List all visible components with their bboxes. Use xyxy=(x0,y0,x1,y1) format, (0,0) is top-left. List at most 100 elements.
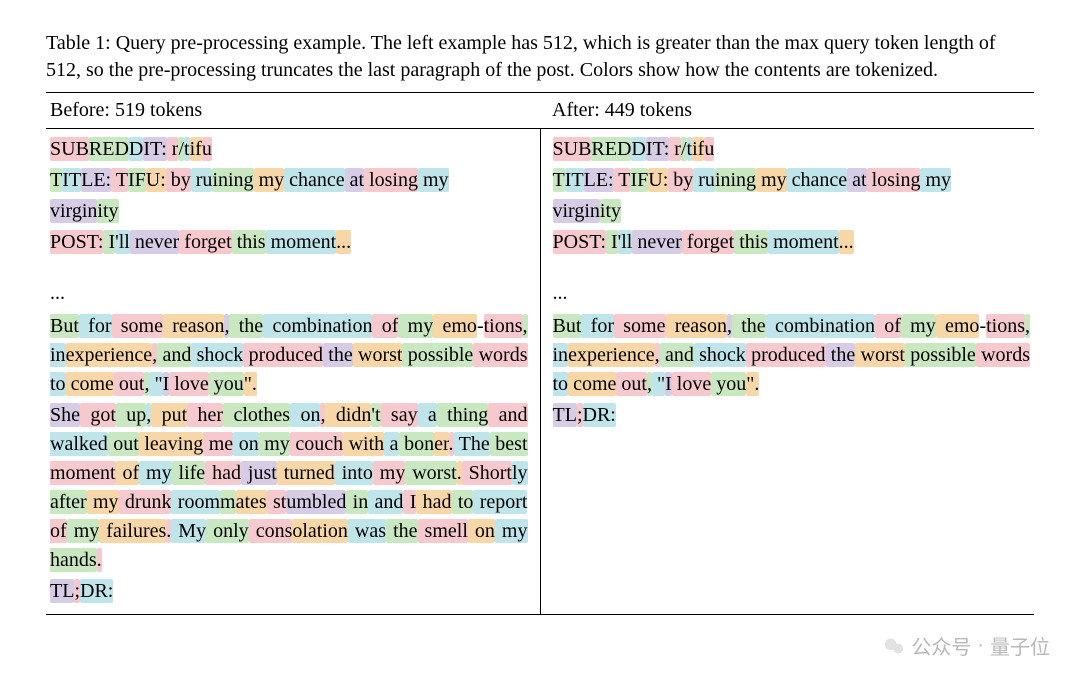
token: up xyxy=(116,403,146,427)
token: ining xyxy=(715,168,756,192)
token: virgin xyxy=(553,199,600,223)
token: a xyxy=(418,403,437,427)
token: of xyxy=(50,519,67,543)
token: r xyxy=(669,137,681,161)
token: possible xyxy=(402,343,473,367)
token: my xyxy=(920,168,951,192)
token: come xyxy=(568,372,616,396)
token: IT: xyxy=(646,137,669,161)
token: u xyxy=(202,137,212,161)
cell-before: SUBREDDIT: r/tifuTITLE: TIFU: by ruining… xyxy=(46,129,540,615)
token: my xyxy=(901,314,936,338)
token: me xyxy=(203,432,233,456)
token: best xyxy=(490,432,528,456)
token: virgin xyxy=(50,199,97,223)
token: 'll xyxy=(115,230,130,254)
token-line: SUBREDDIT: r/tifu xyxy=(553,135,1031,164)
token: TL xyxy=(553,403,577,427)
token: shock xyxy=(694,343,746,367)
token: and xyxy=(368,490,403,514)
token: put xyxy=(151,403,187,427)
token: if xyxy=(692,137,704,161)
token: clothes xyxy=(223,403,290,427)
watermark-sep: · xyxy=(977,634,984,657)
token: ity xyxy=(97,199,118,223)
token: had xyxy=(205,461,241,485)
token: the xyxy=(386,519,417,543)
token: life xyxy=(172,461,206,485)
token: this xyxy=(232,230,266,254)
token: T xyxy=(111,168,128,192)
token-line: virginity xyxy=(50,197,528,226)
token: moment xyxy=(266,230,337,254)
token-line: But for some reason, the combination of … xyxy=(50,312,528,399)
token-line: TL;DR: xyxy=(50,577,528,606)
token: experience xyxy=(568,343,655,367)
token: st xyxy=(267,490,287,514)
token: I xyxy=(606,230,618,254)
token: possible xyxy=(905,343,976,367)
token: this xyxy=(734,230,768,254)
token: combination xyxy=(766,314,875,338)
token: out xyxy=(114,372,145,396)
token: my xyxy=(67,519,100,543)
token: ru xyxy=(693,168,715,192)
token: say xyxy=(381,403,418,427)
token: of xyxy=(875,314,901,338)
token: losing xyxy=(364,168,418,192)
token: was xyxy=(348,519,386,543)
token: IF xyxy=(630,168,648,192)
token: room xyxy=(171,490,220,514)
token: with xyxy=(343,432,384,456)
token: SUB xyxy=(50,137,89,161)
token: her xyxy=(187,403,223,427)
token: " xyxy=(149,372,162,396)
token: SUB xyxy=(553,137,592,161)
token: and xyxy=(157,343,191,367)
token: shock xyxy=(191,343,243,367)
token: couch xyxy=(290,432,343,456)
watermark-text-2: 量子位 xyxy=(990,631,1050,660)
token: RED xyxy=(89,137,129,161)
token: hands xyxy=(50,548,97,572)
token: My xyxy=(171,519,206,543)
token-line: virginity xyxy=(553,197,1031,226)
token: by xyxy=(668,168,693,192)
token: losing xyxy=(867,168,921,192)
token: failures xyxy=(99,519,166,543)
token: report xyxy=(473,490,527,514)
token: my xyxy=(418,168,449,192)
token: tions xyxy=(484,314,523,338)
token: and xyxy=(660,343,694,367)
token: some xyxy=(112,314,164,338)
token: my xyxy=(756,168,787,192)
token: to xyxy=(553,372,569,396)
token: worst xyxy=(405,461,456,485)
token: cons xyxy=(249,519,293,543)
token: I xyxy=(103,230,115,254)
token: produced xyxy=(746,343,826,367)
header-before: Before: 519 tokens xyxy=(46,93,540,129)
token: my xyxy=(259,432,290,456)
token: " xyxy=(652,372,665,396)
token: to xyxy=(50,372,66,396)
token: . xyxy=(97,548,102,572)
token: walked xyxy=(50,432,108,456)
token: my xyxy=(87,490,119,514)
token: leaving xyxy=(139,432,203,456)
token: IT: xyxy=(143,137,166,161)
token: in xyxy=(346,490,368,514)
token: out xyxy=(108,432,139,456)
token: thing xyxy=(437,403,488,427)
token: - xyxy=(477,314,484,338)
token: words xyxy=(473,343,527,367)
token: LE: xyxy=(81,168,111,192)
token: you xyxy=(711,372,746,396)
token: , xyxy=(655,343,660,367)
token: of xyxy=(116,461,140,485)
token: for xyxy=(79,314,112,338)
token: moment xyxy=(768,230,839,254)
token: ining xyxy=(212,168,253,192)
token: U: xyxy=(146,168,166,192)
token: worst xyxy=(855,343,905,367)
